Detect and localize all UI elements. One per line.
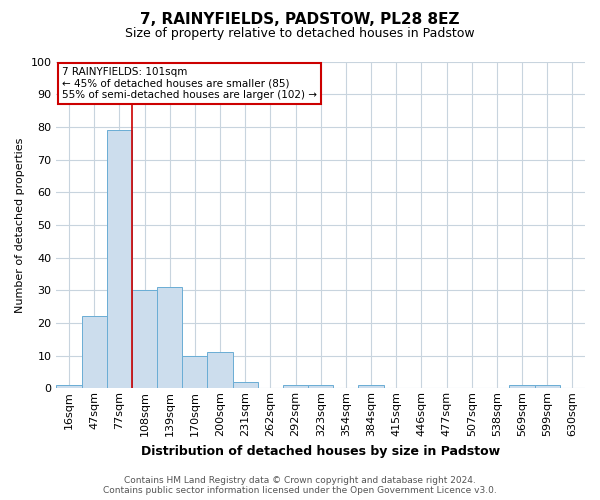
X-axis label: Distribution of detached houses by size in Padstow: Distribution of detached houses by size …: [141, 444, 500, 458]
Bar: [157, 287, 182, 388]
Bar: [233, 382, 258, 388]
Text: Size of property relative to detached houses in Padstow: Size of property relative to detached ho…: [125, 28, 475, 40]
Bar: [56, 385, 82, 388]
Text: Contains HM Land Registry data © Crown copyright and database right 2024.
Contai: Contains HM Land Registry data © Crown c…: [103, 476, 497, 495]
Bar: [208, 352, 233, 388]
Bar: [82, 316, 107, 388]
Bar: [107, 130, 132, 388]
Bar: [308, 385, 333, 388]
Bar: [182, 356, 208, 388]
Y-axis label: Number of detached properties: Number of detached properties: [15, 137, 25, 312]
Bar: [132, 290, 157, 388]
Bar: [358, 385, 383, 388]
Bar: [535, 385, 560, 388]
Bar: [509, 385, 535, 388]
Text: 7, RAINYFIELDS, PADSTOW, PL28 8EZ: 7, RAINYFIELDS, PADSTOW, PL28 8EZ: [140, 12, 460, 28]
Bar: [283, 385, 308, 388]
Text: 7 RAINYFIELDS: 101sqm
← 45% of detached houses are smaller (85)
55% of semi-deta: 7 RAINYFIELDS: 101sqm ← 45% of detached …: [62, 67, 317, 100]
